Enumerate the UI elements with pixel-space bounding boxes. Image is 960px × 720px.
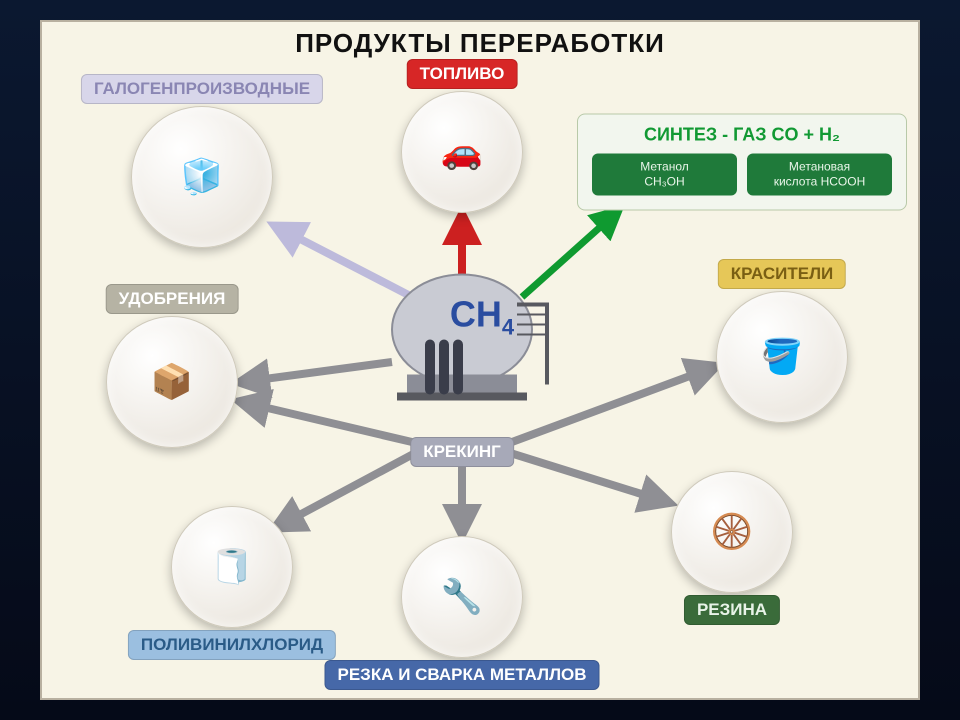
center-tank: [367, 245, 557, 440]
rubber-icon: 🛞: [671, 471, 793, 593]
fertilizer-icon: 📦: [106, 316, 238, 448]
pvc-label: ПОЛИВИНИЛХЛОРИД: [128, 630, 336, 660]
syngas-title: СИНТЕЗ - ГАЗ CO + H₂: [592, 125, 892, 146]
node-fertilizer: 📦: [106, 316, 238, 448]
arrow: [277, 452, 417, 527]
halo-icon: 🧊: [131, 106, 273, 248]
center-formula: CH4: [450, 293, 514, 340]
node-fuel: 🚗: [401, 91, 523, 213]
halo-label: ГАЛОГЕНПРОИЗВОДНЫЕ: [81, 74, 323, 104]
arrow: [507, 452, 667, 502]
slide-background: ПРОДУКТЫ ПЕРЕРАБОТКИ CH4 КРЕКИНГ СИНТЕЗ …: [0, 0, 960, 720]
pvc-icon: 🧻: [171, 506, 293, 628]
fertilizer-label: УДОБРЕНИЯ: [106, 284, 239, 314]
node-rubber: 🛞: [671, 471, 793, 593]
node-welding: 🔧: [401, 536, 523, 658]
dyes-label: КРАСИТЕЛИ: [718, 259, 846, 289]
welding-label: РЕЗКА И СВАРКА МЕТАЛЛОВ: [325, 660, 600, 690]
syngas-item-1: Метановаякислота HCOOH: [747, 154, 892, 196]
diagram-title: ПРОДУКТЫ ПЕРЕРАБОТКИ: [42, 28, 918, 59]
node-halo: 🧊: [131, 106, 273, 248]
dyes-icon: 🪣: [716, 291, 848, 423]
syngas-box: СИНТЕЗ - ГАЗ CO + H₂ МетанолCH₃OHМетанов…: [577, 114, 907, 211]
welding-icon: 🔧: [401, 536, 523, 658]
node-dyes: 🪣: [716, 291, 848, 423]
syngas-item-0: МетанолCH₃OH: [592, 154, 737, 196]
fuel-label: ТОПЛИВО: [407, 59, 518, 89]
diagram-card: ПРОДУКТЫ ПЕРЕРАБОТКИ CH4 КРЕКИНГ СИНТЕЗ …: [40, 20, 920, 700]
cracking-label: КРЕКИНГ: [410, 437, 514, 467]
node-pvc: 🧻: [171, 506, 293, 628]
fuel-icon: 🚗: [401, 91, 523, 213]
rubber-label: РЕЗИНА: [684, 595, 780, 625]
